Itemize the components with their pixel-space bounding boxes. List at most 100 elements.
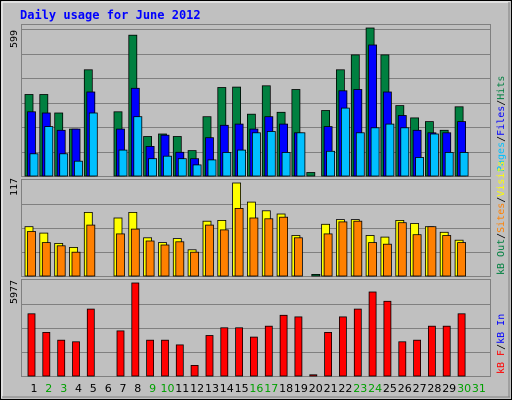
bar-middle-sites-day-11 bbox=[175, 241, 185, 277]
x-tick-label: 28 bbox=[427, 382, 441, 395]
bar-bottom-kb-f-day-17 bbox=[264, 325, 273, 377]
chart-title: Daily usage for June 2012 bbox=[20, 8, 201, 22]
x-tick-label: 29 bbox=[442, 382, 456, 395]
x-tick-label: 22 bbox=[338, 382, 352, 395]
legend-sep-4: / bbox=[496, 197, 507, 203]
bar-top-pages-day-7 bbox=[118, 149, 128, 177]
x-tick-label: 8 bbox=[134, 382, 141, 395]
x-tick-label: 9 bbox=[149, 382, 156, 395]
bar-bottom-kb-f-day-14 bbox=[220, 327, 229, 377]
bar-bottom-kb-f-day-5 bbox=[86, 308, 95, 377]
bar-bottom-kb-f-day-21 bbox=[324, 331, 333, 377]
x-tick-label: 26 bbox=[398, 382, 412, 395]
bar-top-pages-day-30 bbox=[459, 152, 469, 177]
x-tick-label: 31 bbox=[472, 382, 486, 395]
bar-top-pages-day-13 bbox=[207, 159, 217, 177]
bar-bottom-kb-f-day-19 bbox=[294, 316, 303, 377]
bar-middle-kb-out-day-20 bbox=[311, 273, 321, 277]
bar-middle-sites-day-4 bbox=[71, 251, 81, 277]
bar-middle-sites-day-3 bbox=[56, 245, 66, 277]
bar-top-pages-day-3 bbox=[59, 153, 69, 177]
bar-bottom-kb-f-day-10 bbox=[161, 339, 169, 377]
x-tick-label: 12 bbox=[190, 382, 204, 395]
x-tick-labels: 1 2 3 4 5 6 7 8 9 10 11 12 13 14 15 16 17 18 19 20 21 22 23 24 2… bbox=[31, 382, 486, 395]
bottom-panel-max-label: 5977 bbox=[9, 280, 20, 304]
bar-middle-sites-day-9 bbox=[145, 240, 155, 277]
bar-top-pages-day-12 bbox=[192, 164, 202, 177]
bar-top-pages-day-24 bbox=[370, 127, 380, 177]
bar-middle-sites-day-7 bbox=[116, 233, 125, 277]
bar-top-pages-day-18 bbox=[281, 152, 291, 177]
middle-panel-max-label: 117 bbox=[9, 178, 20, 196]
bar-top-pages-day-16 bbox=[251, 132, 261, 177]
bar-bottom-kb-f-day-26 bbox=[398, 341, 407, 377]
x-tick-label: 15 bbox=[235, 382, 249, 395]
bar-middle-sites-day-15 bbox=[234, 207, 244, 277]
bar-top-pages-day-23 bbox=[355, 132, 365, 177]
bar-middle-sites-day-5 bbox=[86, 224, 96, 277]
bar-top-pages-day-27 bbox=[415, 157, 425, 177]
bar-top-pages-day-17 bbox=[266, 131, 276, 177]
bar-bottom-kb-f-day-20 bbox=[309, 374, 318, 377]
bar-bottom-kb-f-day-25 bbox=[383, 300, 392, 377]
x-tick-label: 3 bbox=[60, 382, 67, 395]
bar-middle-sites-day-8 bbox=[130, 228, 140, 277]
bar-middle-sites-day-1 bbox=[27, 231, 36, 277]
bar-middle-sites-day-10 bbox=[160, 244, 170, 277]
x-tick-label: 20 bbox=[309, 382, 323, 395]
bars-layer bbox=[24, 27, 469, 377]
x-tick-label: 25 bbox=[383, 382, 397, 395]
bar-middle-sites-day-30 bbox=[457, 242, 467, 277]
legend-sep-5: / bbox=[496, 344, 507, 350]
bar-top-pages-day-15 bbox=[237, 149, 247, 177]
bar-middle-sites-day-17 bbox=[264, 218, 274, 277]
bar-bottom-kb-f-day-9 bbox=[146, 339, 155, 377]
bar-bottom-kb-f-day-30 bbox=[457, 313, 466, 377]
x-tick-label: 4 bbox=[75, 382, 82, 395]
top-panel-max-label: 599 bbox=[9, 30, 20, 48]
bar-bottom-kb-f-day-18 bbox=[279, 314, 288, 377]
x-tick-label: 18 bbox=[279, 382, 293, 395]
bar-bottom-kb-f-day-22 bbox=[338, 316, 347, 377]
legend-hits: Hits bbox=[496, 76, 507, 100]
x-tick-label: 5 bbox=[90, 382, 97, 395]
bar-top-pages-day-9 bbox=[148, 158, 158, 177]
legend-kb-out: kB Out bbox=[496, 239, 507, 275]
panel-top-frame bbox=[21, 24, 491, 177]
x-tick-label: 16 bbox=[249, 382, 263, 395]
x-tick-label: 10 bbox=[161, 382, 175, 395]
x-tick-label: 27 bbox=[413, 382, 427, 395]
bar-middle-sites-day-27 bbox=[412, 234, 422, 277]
legend-sites: Sites bbox=[496, 203, 507, 233]
bar-middle-sites-day-28 bbox=[427, 226, 437, 277]
x-tick-label: 14 bbox=[220, 382, 234, 395]
x-tick-label: 19 bbox=[294, 382, 308, 395]
bar-middle-sites-day-19 bbox=[293, 237, 303, 277]
bar-top-pages-day-1 bbox=[29, 153, 39, 177]
top-panel-legend: Pages/Files/Hits bbox=[496, 76, 507, 172]
bar-top-pages-day-4 bbox=[74, 160, 83, 177]
bar-bottom-kb-f-day-13 bbox=[205, 335, 214, 377]
bar-bottom-kb-f-day-4 bbox=[72, 341, 80, 377]
bar-bottom-kb-f-day-16 bbox=[249, 336, 258, 377]
bar-top-pages-day-14 bbox=[222, 152, 232, 177]
bottom-panel-legend: kB F/kB In bbox=[496, 314, 507, 374]
legend-sep-3: / bbox=[496, 233, 507, 239]
legend-kb-in: kB In bbox=[496, 314, 507, 344]
x-tick-label: 21 bbox=[324, 382, 338, 395]
bar-bottom-kb-f-day-23 bbox=[353, 308, 362, 377]
bar-bottom-kb-f-day-11 bbox=[175, 344, 184, 377]
bar-top-pages-day-26 bbox=[400, 127, 410, 177]
bar-top-pages-day-19 bbox=[296, 132, 306, 177]
bar-top-pages-day-8 bbox=[133, 116, 143, 177]
bar-middle-sites-day-22 bbox=[338, 221, 348, 277]
legend-files: Files bbox=[496, 106, 507, 136]
bar-top-pages-day-29 bbox=[444, 152, 454, 177]
bar-middle-sites-day-24 bbox=[368, 242, 378, 277]
legend-sep-1: / bbox=[496, 136, 507, 142]
panel-bottom-frame bbox=[21, 279, 491, 377]
bar-bottom-kb-f-day-12 bbox=[190, 364, 199, 377]
bar-middle-sites-day-25 bbox=[382, 243, 392, 277]
x-tick-label: 1 bbox=[31, 382, 38, 395]
